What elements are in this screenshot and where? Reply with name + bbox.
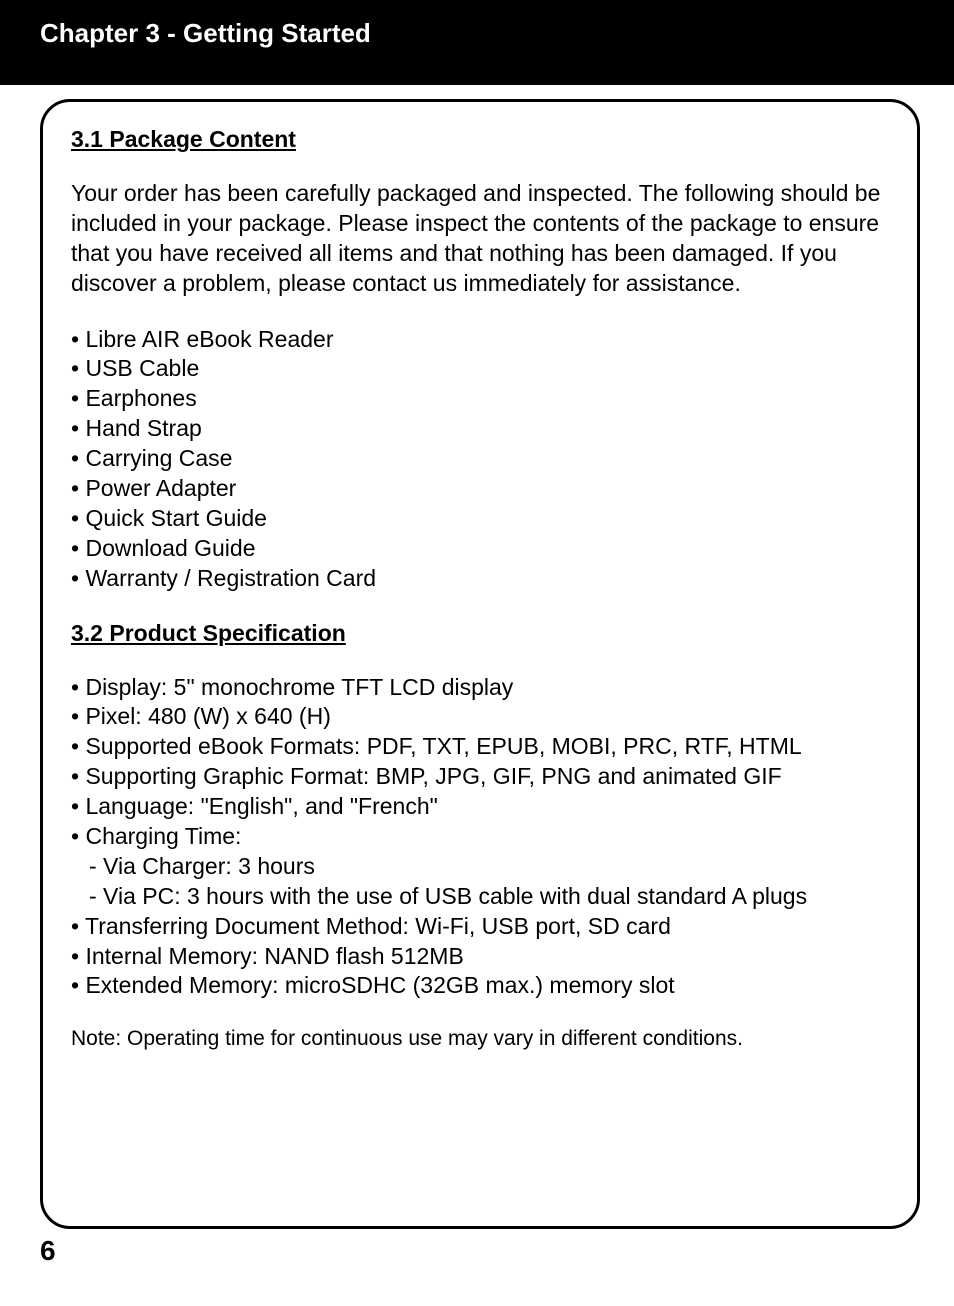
list-item: Power Adapter [71, 474, 889, 504]
list-item: Download Guide [71, 534, 889, 564]
page-number: 6 [0, 1229, 954, 1267]
list-item: Hand Strap [71, 414, 889, 444]
list-item: Libre AIR eBook Reader [71, 325, 889, 355]
spec-list: Display: 5" monochrome TFT LCD display P… [71, 673, 889, 852]
list-item: Supported eBook Formats: PDF, TXT, EPUB,… [71, 732, 889, 762]
charging-sub-item: - Via PC: 3 hours with the use of USB ca… [71, 882, 889, 912]
list-item: Internal Memory: NAND flash 512MB [71, 942, 889, 972]
list-item: Warranty / Registration Card [71, 564, 889, 594]
intro-paragraph: Your order has been carefully packaged a… [71, 179, 889, 299]
list-item: Charging Time: [71, 822, 889, 852]
list-item: Quick Start Guide [71, 504, 889, 534]
chapter-title: Chapter 3 - Getting Started [40, 18, 914, 49]
list-item: Transferring Document Method: Wi-Fi, USB… [71, 912, 889, 942]
content-container: 3.1 Package Content Your order has been … [0, 85, 954, 1229]
list-item: USB Cable [71, 354, 889, 384]
list-item: Extended Memory: microSDHC (32GB max.) m… [71, 971, 889, 1001]
content-box: 3.1 Package Content Your order has been … [40, 99, 920, 1229]
list-item: Earphones [71, 384, 889, 414]
chapter-header: Chapter 3 - Getting Started [0, 0, 954, 85]
package-content-list: Libre AIR eBook Reader USB Cable Earphon… [71, 325, 889, 594]
spec-list-continued: Transferring Document Method: Wi-Fi, USB… [71, 912, 889, 1002]
list-item: Pixel: 480 (W) x 640 (H) [71, 702, 889, 732]
list-item: Language: "English", and "French" [71, 792, 889, 822]
list-item: Carrying Case [71, 444, 889, 474]
section-heading-1: 3.1 Package Content [71, 126, 889, 153]
note-text: Note: Operating time for continuous use … [71, 1027, 889, 1051]
list-item: Display: 5" monochrome TFT LCD display [71, 673, 889, 703]
charging-sub-item: - Via Charger: 3 hours [71, 852, 889, 882]
section-heading-2: 3.2 Product Specification [71, 620, 889, 647]
list-item: Supporting Graphic Format: BMP, JPG, GIF… [71, 762, 889, 792]
